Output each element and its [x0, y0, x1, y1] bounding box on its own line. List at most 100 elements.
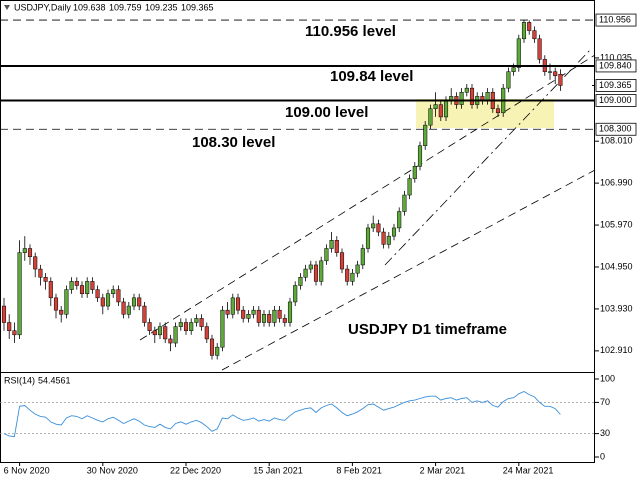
candle-body: [27, 248, 33, 257]
candle-body: [511, 67, 516, 72]
level-axis-box: [595, 13, 637, 27]
candle-body: [215, 346, 220, 356]
trend-line: [139, 54, 596, 341]
level-axis-label: 109.840: [599, 60, 632, 70]
candle-body: [412, 166, 417, 179]
candle-body: [516, 38, 521, 68]
candle-body: [137, 297, 142, 307]
rsi-value: 54.4561: [38, 375, 71, 385]
candle-body: [267, 314, 272, 323]
candle-body: [397, 211, 402, 229]
rsi-line: [3, 390, 561, 438]
header-icon: [4, 5, 10, 10]
candle-body: [121, 301, 126, 315]
candle-body: [173, 326, 178, 344]
candle-body: [506, 71, 511, 89]
candle-body: [43, 277, 48, 282]
rsi-y-tick-label: 0: [600, 451, 605, 461]
current-price-label: 109.365: [599, 80, 632, 90]
level-axis-label: 108.300: [599, 124, 632, 134]
candle-body: [443, 100, 449, 118]
candle-body: [438, 104, 443, 118]
candle-body: [469, 87, 475, 105]
candle-body: [116, 289, 121, 303]
candle-body: [105, 293, 111, 307]
rsi-y-tick-label: 100: [600, 373, 615, 383]
level-axis-box: [595, 122, 637, 136]
candle-body: [53, 297, 59, 311]
candle-body: [459, 92, 464, 105]
candle-body: [391, 227, 397, 237]
candle-body: [7, 322, 12, 331]
candle-body: [485, 92, 490, 101]
candle-body: [298, 277, 303, 286]
candle-body: [246, 314, 251, 319]
candle-body: [1, 305, 7, 323]
header-low: 109.235: [145, 2, 178, 12]
candle-body: [303, 268, 308, 278]
candle-body: [464, 87, 469, 93]
y-tick-label: 106.990: [600, 177, 633, 187]
candle-body: [157, 326, 163, 336]
level-label: 109.00 level: [285, 104, 368, 121]
candle-body: [38, 268, 43, 278]
y-tick-label: 102.910: [600, 345, 633, 355]
y-tick-label: 108.010: [600, 136, 633, 146]
candle-body: [142, 305, 147, 323]
x-tick-label: 2 Mar 2021: [420, 465, 466, 475]
candle-body: [251, 309, 256, 315]
candle-body: [168, 338, 173, 344]
candle-body: [100, 297, 105, 307]
candle-body: [495, 108, 501, 114]
candle-body: [59, 309, 64, 315]
candle-body: [261, 314, 267, 323]
candle-body: [189, 322, 194, 331]
candle-body: [220, 309, 225, 348]
rsi-y-tick-label: 30: [600, 428, 610, 438]
candle-body: [558, 73, 563, 86]
candle-body: [69, 281, 74, 290]
frame: [0, 0, 595, 463]
trend-line: [221, 169, 596, 371]
candle-body: [313, 264, 319, 282]
candle-body: [209, 338, 215, 356]
y-tick-label: 110.035: [600, 52, 632, 62]
level-label: 109.84 level: [330, 68, 413, 85]
candle-body: [324, 248, 329, 262]
level-label: 110.956 level: [305, 23, 396, 40]
y-tick-label: 103.930: [600, 303, 633, 313]
candle-body: [230, 297, 235, 315]
candle-body: [407, 178, 412, 196]
candle-body: [272, 309, 277, 323]
candle-body: [423, 124, 428, 146]
candle-body: [365, 227, 371, 249]
candle-body: [402, 194, 407, 212]
candle-body: [178, 322, 183, 327]
candle-body: [163, 326, 168, 340]
candle-body: [33, 256, 38, 270]
x-tick-label: 22 Dec 2020: [170, 465, 221, 475]
candle-body: [417, 145, 423, 167]
candle-body: [225, 309, 230, 315]
candle-body: [339, 252, 345, 270]
candle-body: [235, 297, 241, 311]
candle-body: [329, 240, 334, 249]
candle-body: [256, 309, 261, 323]
candle-body: [241, 309, 246, 319]
candle-body: [532, 30, 537, 40]
header-symbol: USDJPY,Daily: [14, 2, 71, 12]
candle-body: [553, 71, 558, 77]
trend-line: [384, 49, 591, 266]
candle-body: [183, 322, 189, 331]
candle-body: [74, 281, 79, 286]
candle-body: [17, 252, 22, 336]
candle-body: [345, 268, 350, 282]
candle-body: [152, 330, 157, 336]
level-axis-box: [595, 59, 637, 73]
candle-body: [90, 281, 95, 290]
x-tick-label: 30 Nov 2020: [87, 465, 138, 475]
header-high: 109.759: [109, 2, 142, 12]
x-tick-label: 24 Mar 2021: [503, 465, 554, 475]
level-axis-label: 109.000: [599, 95, 632, 105]
